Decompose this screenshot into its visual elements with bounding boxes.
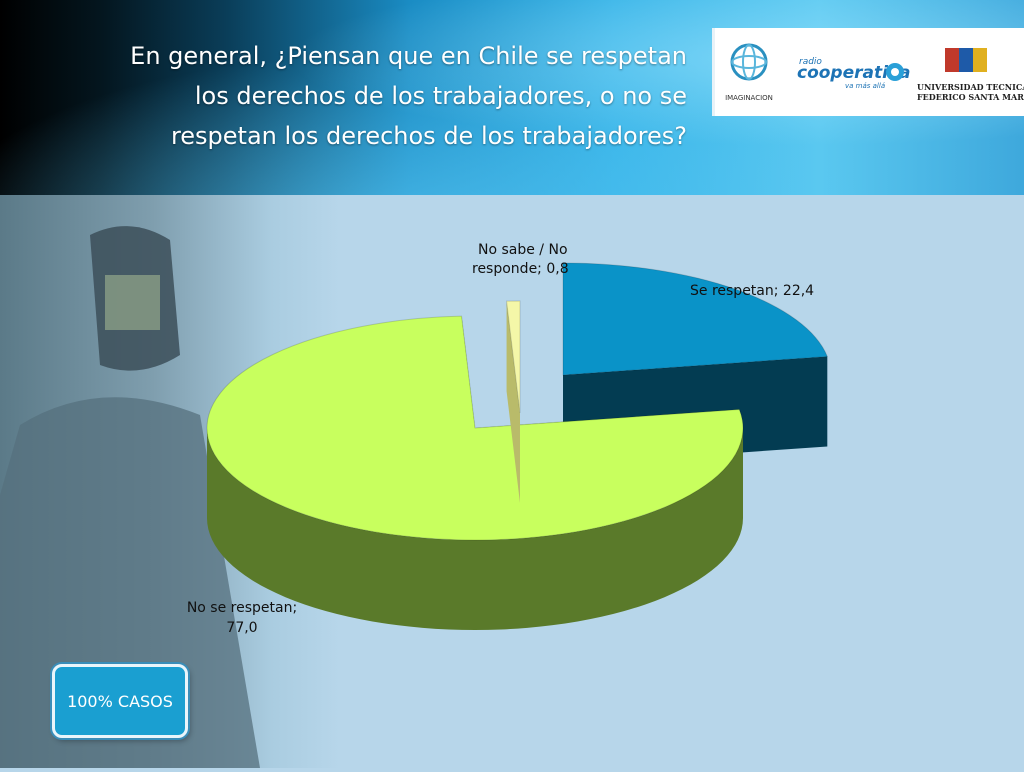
imaginacion-logo: IMAGINACION	[725, 43, 773, 102]
logo-strip: IMAGINACION radio cooperativa va más all…	[712, 28, 1024, 116]
header-banner: En general, ¿Piensan que en Chile se res…	[0, 0, 1024, 195]
cooperativa-tagline: va más allá	[845, 82, 885, 90]
page-title: En general, ¿Piensan que en Chile se res…	[130, 42, 687, 150]
slice-no-sabe	[505, 300, 521, 503]
label-no-sabe-line2: responde; 0,8	[472, 261, 569, 277]
label-se-respetan: Se respetan; 22,4	[690, 283, 814, 299]
university-line2: FEDERICO SANTA MARIA	[917, 92, 1024, 102]
label-no-sabe-line1: No sabe / No	[478, 242, 568, 258]
cooperativa-logo-text: cooperativa	[797, 63, 911, 83]
label-no-se-respetan-line2: 77,0	[226, 620, 257, 636]
slice-no-se-respetan-side	[207, 428, 743, 630]
slice-se-respetan-top	[562, 262, 829, 376]
cooperativa-logo: radio cooperativa va más allá	[797, 57, 911, 90]
radio-logo-text: radio	[799, 57, 822, 67]
cases-badge: 100% CASOS	[52, 664, 188, 738]
university-line1: UNIVERSIDAD TECNICA	[917, 82, 1024, 92]
slice-no-sabe-wall	[506, 301, 520, 503]
label-no-se-respetan-line1: No se respetan;	[187, 600, 297, 616]
slice-no-se-respetan-top	[206, 315, 744, 541]
imaginacion-logo-text: IMAGINACION	[725, 94, 773, 102]
university-shields: UNIVERSIDAD TECNICA FEDERICO SANTA MARIA	[917, 48, 1024, 102]
slice-no-sabe-top	[505, 300, 521, 414]
logos-svg: IMAGINACION radio cooperativa va más all…	[725, 43, 1024, 102]
slice-no-se-respetan	[206, 315, 744, 630]
